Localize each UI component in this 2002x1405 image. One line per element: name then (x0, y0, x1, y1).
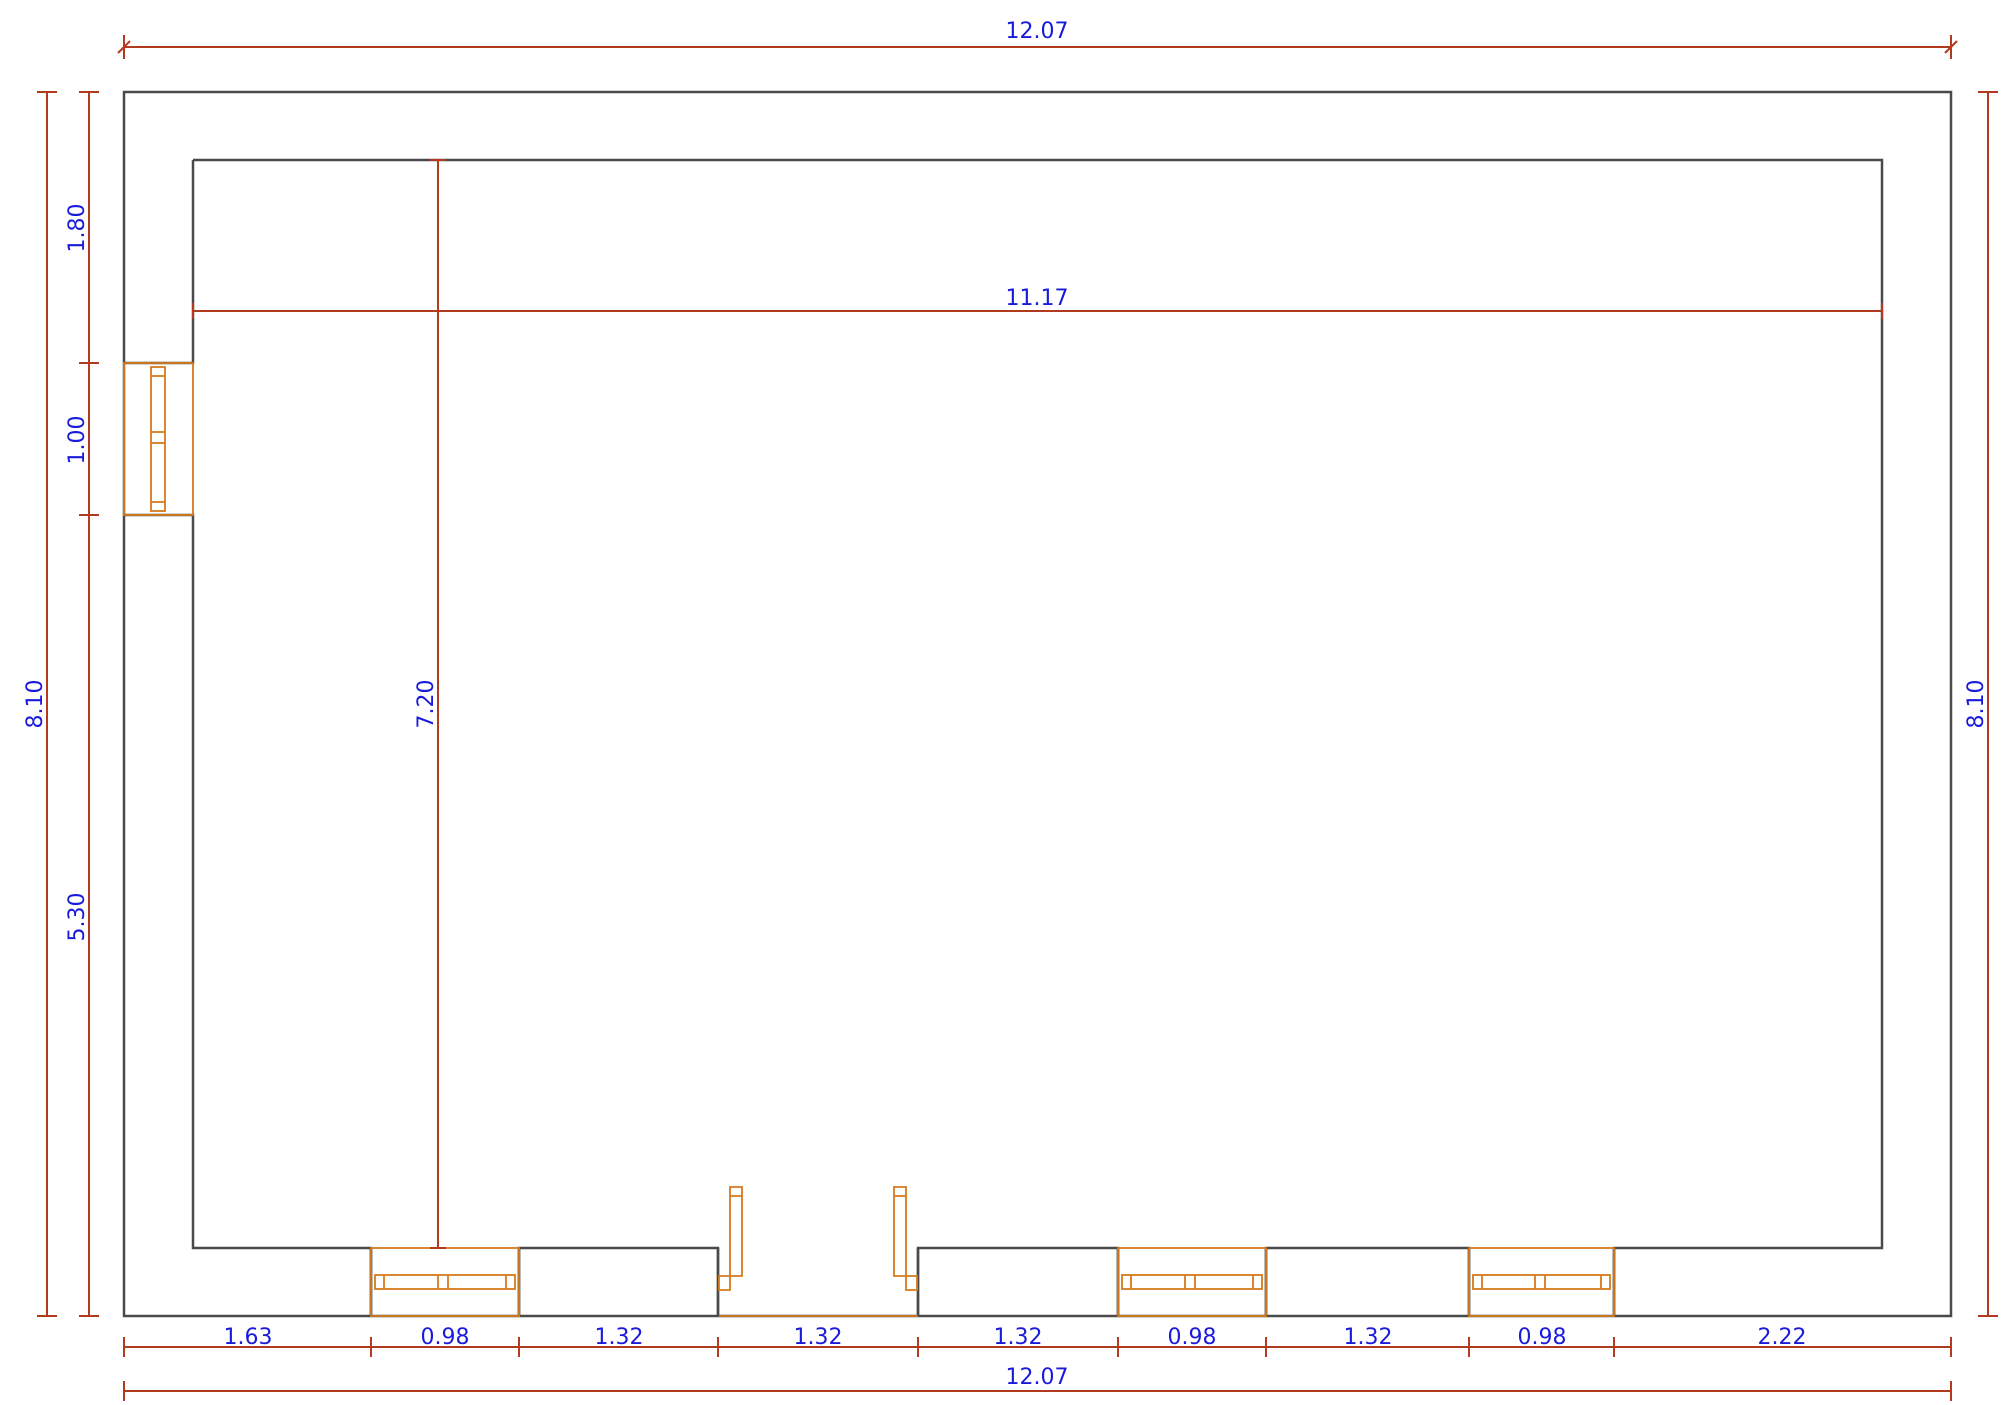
dim-left-segment: 1.80 (65, 204, 90, 253)
dim-line-left-total (37, 91, 57, 1317)
dim-line-left-segments (79, 91, 99, 1317)
window-bottom-3 (1468, 1247, 1615, 1317)
inner-wall (124, 158, 1884, 1316)
dim-bottom-segment: 0.98 (421, 1325, 470, 1350)
dim-bottom-segment: 1.63 (224, 1325, 273, 1350)
dimension-labels: 12.07 11.17 1.63 0.98 1.32 1.32 1.32 0.9… (23, 19, 1989, 1390)
dim-bottom-segment: 0.98 (1518, 1325, 1567, 1350)
walls (122, 90, 1953, 1318)
dim-left-segment: 5.30 (65, 893, 90, 942)
dim-line-interior-width (192, 303, 1883, 319)
dim-line-bottom-segments (123, 1337, 1952, 1357)
dim-interior-width: 11.17 (1006, 286, 1069, 311)
outer-wall (122, 90, 1953, 1318)
dim-bottom-total: 12.07 (1006, 1365, 1069, 1390)
dim-bottom-segment: 1.32 (595, 1325, 644, 1350)
dim-bottom-segment: 1.32 (1344, 1325, 1393, 1350)
dim-line-top (117, 35, 1958, 59)
dimension-lines (37, 35, 1998, 1401)
dim-line-right-total (1978, 91, 1998, 1317)
dim-top-total: 12.07 (1006, 19, 1069, 44)
wall-segment-bottom (369, 1248, 1616, 1316)
dim-left-total: 8.10 (23, 680, 48, 729)
door-opening (718, 1186, 918, 1317)
dim-bottom-segment: 2.22 (1758, 1325, 1807, 1350)
window-left-wall (123, 362, 194, 516)
window-bottom-2 (1117, 1247, 1267, 1317)
window-bottom-1 (370, 1247, 520, 1317)
dim-bottom-segment: 1.32 (794, 1325, 843, 1350)
openings (123, 362, 1615, 1317)
dim-right-total: 8.10 (1964, 680, 1989, 729)
dim-line-bottom-total (123, 1381, 1952, 1401)
dim-bottom-segment: 1.32 (994, 1325, 1043, 1350)
dim-interior-depth: 7.20 (414, 680, 439, 729)
dim-bottom-segment: 0.98 (1168, 1325, 1217, 1350)
dim-left-segment: 1.00 (65, 416, 90, 465)
dim-line-interior-depth (430, 159, 446, 1249)
